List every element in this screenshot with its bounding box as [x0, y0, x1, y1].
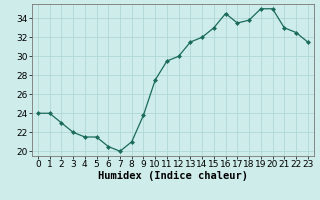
X-axis label: Humidex (Indice chaleur): Humidex (Indice chaleur)	[98, 171, 248, 181]
